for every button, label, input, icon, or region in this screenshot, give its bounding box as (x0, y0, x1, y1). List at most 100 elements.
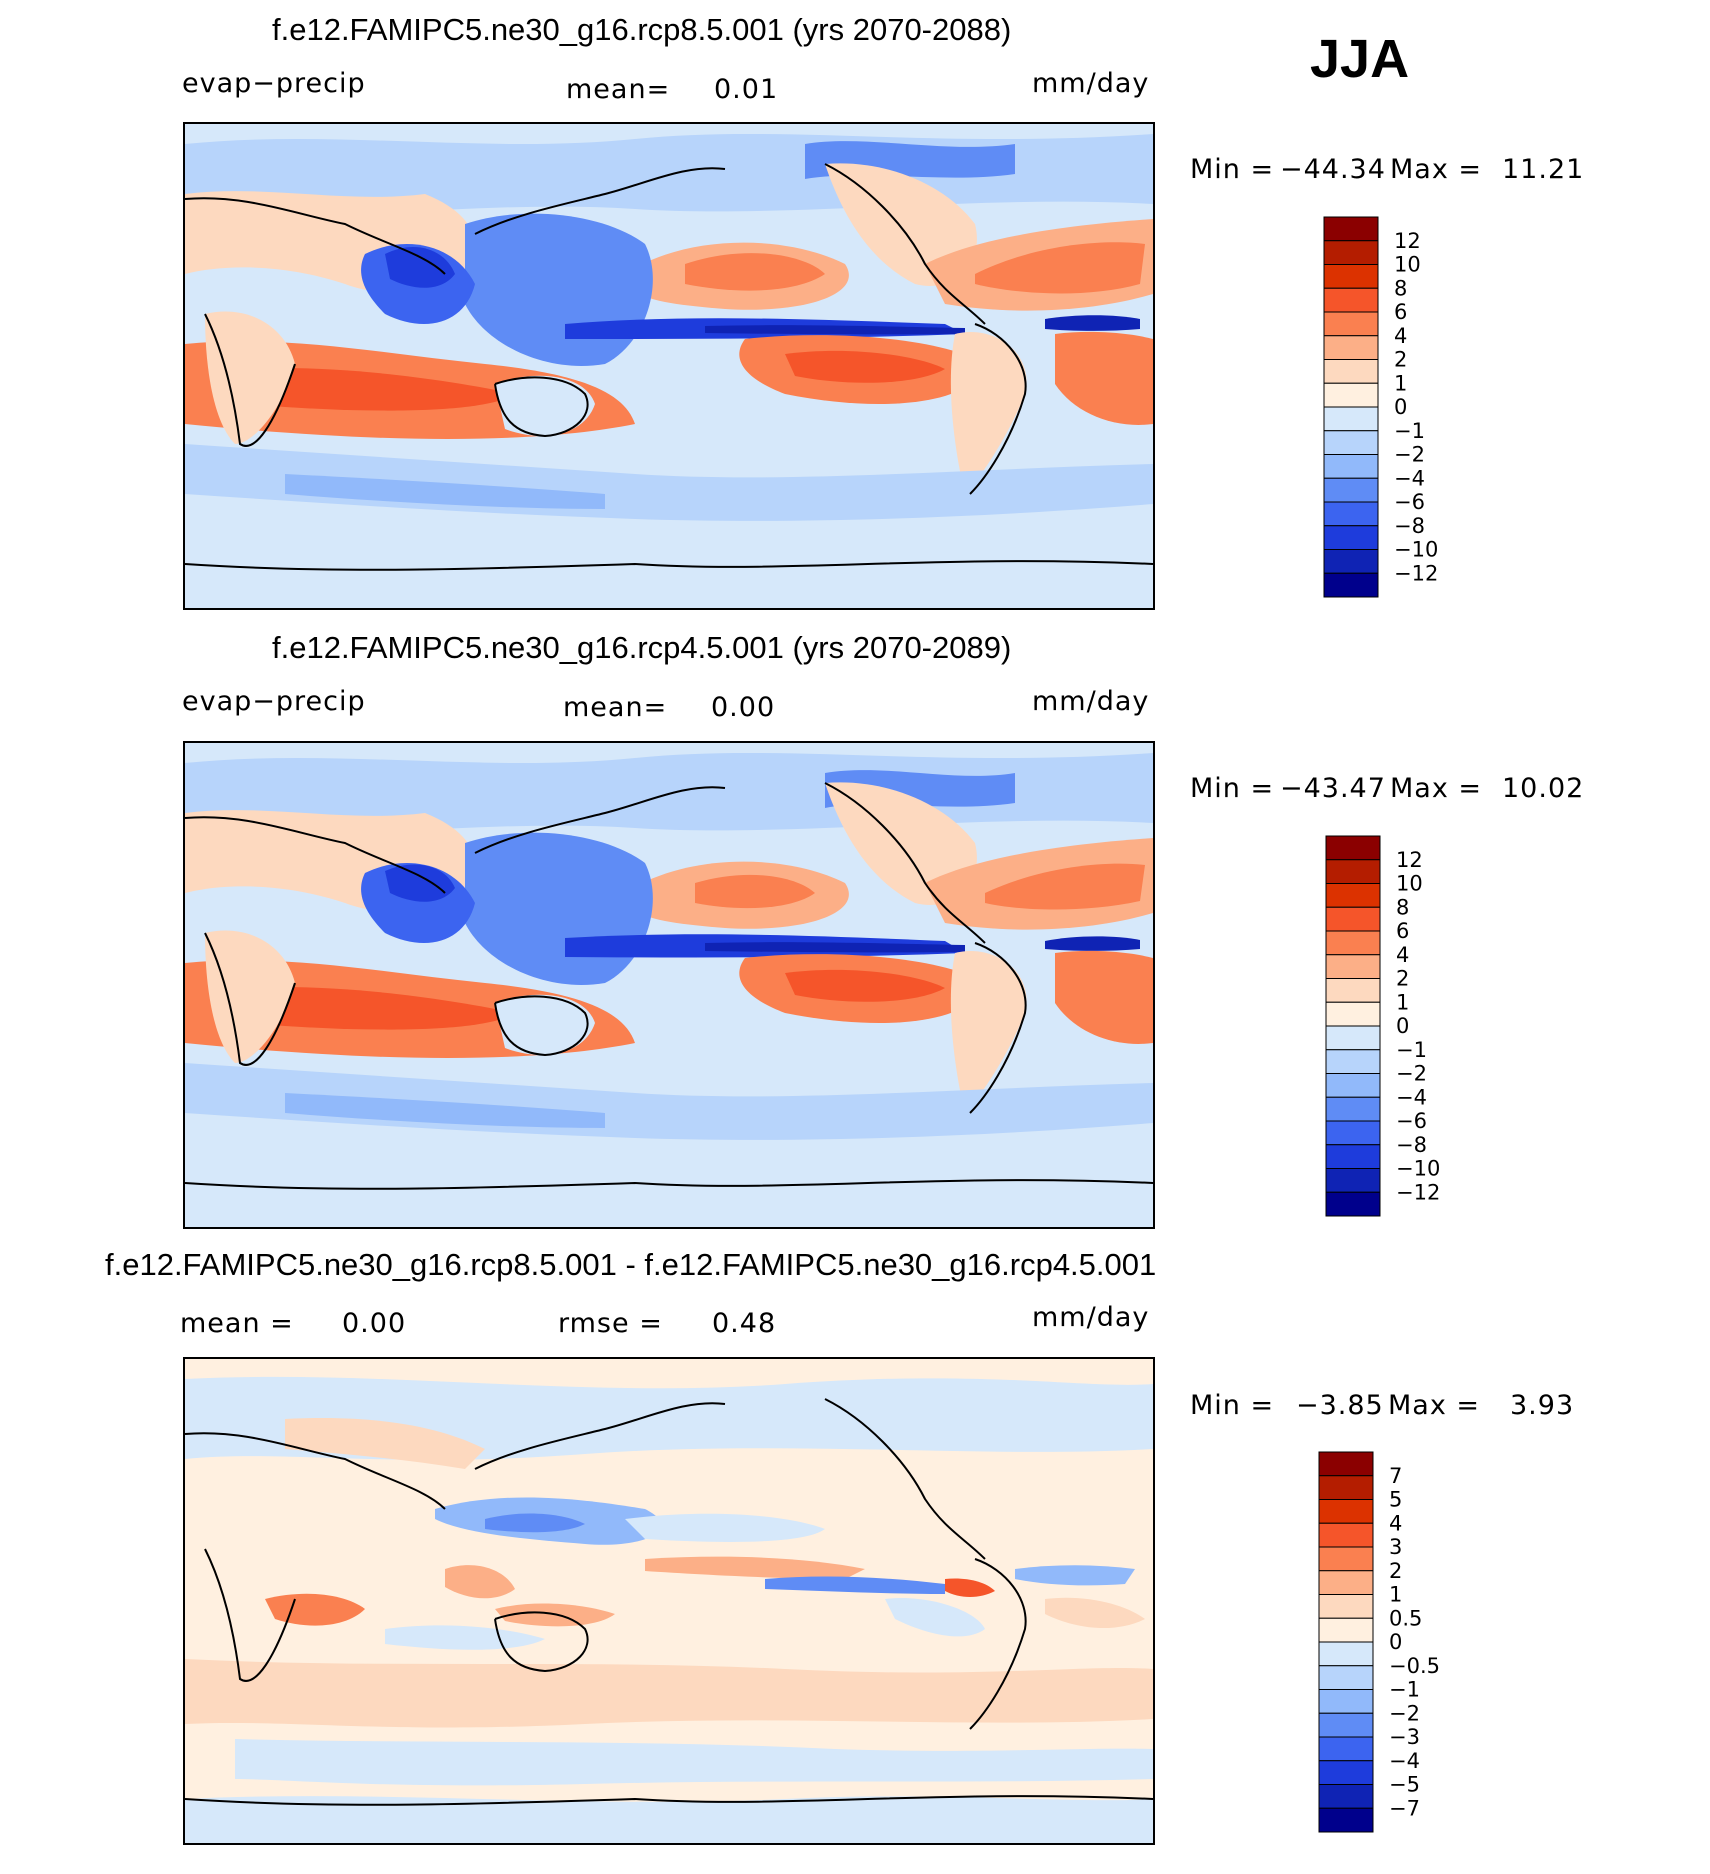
colorbar-swatch (1318, 1617, 1374, 1643)
panel-2-colorbar: 12 10 8 6 4 2 1 0 −1 −2 −4 −6 −8 −10 −12 (1322, 834, 1472, 1220)
panel-3-min-label: Min = (1190, 1390, 1275, 1421)
colorbar-tick-label: 8 (1396, 895, 1409, 919)
colorbar-tick-label: −2 (1389, 1701, 1420, 1725)
colorbar-swatch (1325, 954, 1381, 979)
colorbar-swatch (1325, 1191, 1381, 1217)
panel-2-mean-value: 0.00 (711, 692, 776, 723)
colorbar-tick-label: 7 (1389, 1464, 1402, 1488)
colorbar-swatch (1325, 1025, 1381, 1051)
colorbar-swatch (1318, 1736, 1374, 1762)
colorbar-swatch (1325, 1073, 1381, 1098)
colorbar-swatch (1325, 883, 1381, 908)
colorbar-swatch (1323, 264, 1379, 289)
panel-1-variable-label: evap−precip (182, 68, 366, 99)
panel-1-min-label: Min = (1190, 154, 1275, 185)
colorbar-swatch (1323, 549, 1379, 574)
colorbar-swatch (1325, 1049, 1381, 1074)
colorbar-tick-label: −4 (1396, 1085, 1427, 1109)
colorbar-swatch (1323, 359, 1379, 384)
colorbar-swatch (1318, 1807, 1374, 1833)
colorbar-tick-label: 2 (1389, 1559, 1402, 1583)
colorbar-tick-label: −4 (1389, 1749, 1420, 1773)
colorbar-tick-label: 1 (1396, 990, 1409, 1014)
panel-2-variable-label: evap−precip (182, 686, 366, 717)
panel-1-colorbar: 12 10 8 6 4 2 1 0 −1 −2 −4 −6 −8 −10 −12 (1320, 215, 1470, 601)
panel-1-max-value: 11.21 (1502, 154, 1585, 185)
colorbar-tick-label: −1 (1394, 419, 1425, 443)
colorbar-tick-label: 12 (1396, 848, 1423, 872)
colorbar-tick-label: 3 (1389, 1535, 1402, 1559)
colorbar-tick-label: 0 (1396, 1014, 1409, 1038)
colorbar-swatch (1323, 216, 1379, 242)
colorbar-tick-label: −5 (1389, 1773, 1420, 1797)
panel-2-mean-label: mean= (563, 692, 668, 723)
colorbar-tick-label: −7 (1389, 1796, 1420, 1820)
colorbar-tick-label: 0 (1394, 395, 1407, 419)
panel-2-units-label: mm/day (1032, 686, 1150, 717)
colorbar-tick-label: −6 (1394, 490, 1425, 514)
colorbar-swatch (1318, 1641, 1374, 1667)
panel-3-min-value: −3.85 (1296, 1390, 1384, 1421)
colorbar-swatch (1325, 1001, 1381, 1027)
panel-3-max-value: 3.93 (1510, 1390, 1575, 1421)
colorbar-swatch (1323, 311, 1379, 337)
colorbar-tick-label: 12 (1394, 229, 1421, 253)
colorbar-tick-label: 4 (1389, 1511, 1402, 1535)
colorbar-tick-label: 4 (1394, 324, 1407, 348)
colorbar-swatch (1323, 382, 1379, 408)
panel-1-min-value: −44.34 (1280, 154, 1386, 185)
panel-3-max-label: Max = (1388, 1390, 1481, 1421)
colorbar-swatch (1325, 1168, 1381, 1193)
panel-1-mean-label: mean= (566, 74, 671, 105)
colorbar-swatch (1323, 287, 1379, 313)
colorbar-tick-label: 1 (1394, 371, 1407, 395)
colorbar-swatch (1325, 930, 1381, 956)
colorbar-tick-label: 10 (1396, 872, 1423, 896)
colorbar-swatch (1318, 1499, 1374, 1524)
colorbar-tick-label: 2 (1396, 967, 1409, 991)
panel-2-map-graphic (185, 743, 1153, 1227)
colorbar-tick-label: −2 (1396, 1062, 1427, 1086)
panel-2-min-label: Min = (1190, 773, 1275, 804)
colorbar-tick-label: 0 (1389, 1630, 1402, 1654)
colorbar-tick-label: 8 (1394, 276, 1407, 300)
colorbar-swatch (1323, 430, 1379, 455)
colorbar-swatch (1318, 1475, 1374, 1500)
colorbar-tick-label: −12 (1394, 561, 1438, 585)
colorbar-tick-label: −1 (1389, 1678, 1420, 1702)
colorbar-swatch (1325, 1120, 1381, 1146)
panel-3-rmse-label: rmse = (558, 1308, 663, 1339)
colorbar-tick-label: 2 (1394, 348, 1407, 372)
colorbar-tick-label: 6 (1394, 300, 1407, 324)
colorbar-tick-label: 6 (1396, 919, 1409, 943)
colorbar-swatch (1323, 572, 1379, 598)
panel-2-map (183, 741, 1155, 1229)
colorbar-swatch (1318, 1570, 1374, 1595)
colorbar-tick-label: 0.5 (1389, 1606, 1422, 1630)
colorbar-tick-label: −0.5 (1389, 1654, 1440, 1678)
colorbar-tick-label: 4 (1396, 943, 1409, 967)
colorbar-swatch (1323, 406, 1379, 432)
colorbar-tick-label: −3 (1389, 1725, 1420, 1749)
panel-3-mean-label: mean = (180, 1308, 294, 1339)
panel-3-units-label: mm/day (1032, 1302, 1150, 1333)
colorbar-swatch (1318, 1451, 1374, 1477)
panel-3-map (183, 1357, 1155, 1845)
colorbar-swatch (1325, 1096, 1381, 1122)
colorbar-tick-label: 10 (1394, 253, 1421, 277)
colorbar-tick-label: −8 (1396, 1133, 1427, 1157)
panel-1-mean-value: 0.01 (714, 74, 779, 105)
colorbar-tick-label: −12 (1396, 1180, 1440, 1204)
panel-1-units-label: mm/day (1032, 68, 1150, 99)
panel-3-title: f.e12.FAMIPC5.ne30_g16.rcp8.5.001 - f.e1… (105, 1247, 1157, 1282)
panel-2-min-value: −43.47 (1280, 773, 1386, 804)
colorbar-swatch (1323, 525, 1379, 550)
colorbar-swatch (1318, 1689, 1374, 1714)
panel-2-max-label: Max = (1390, 773, 1483, 804)
colorbar-swatch (1323, 477, 1379, 503)
colorbar-swatch (1318, 1594, 1374, 1619)
season-label: JJA (1310, 29, 1410, 89)
colorbar-tick-label: 5 (1389, 1488, 1402, 1512)
